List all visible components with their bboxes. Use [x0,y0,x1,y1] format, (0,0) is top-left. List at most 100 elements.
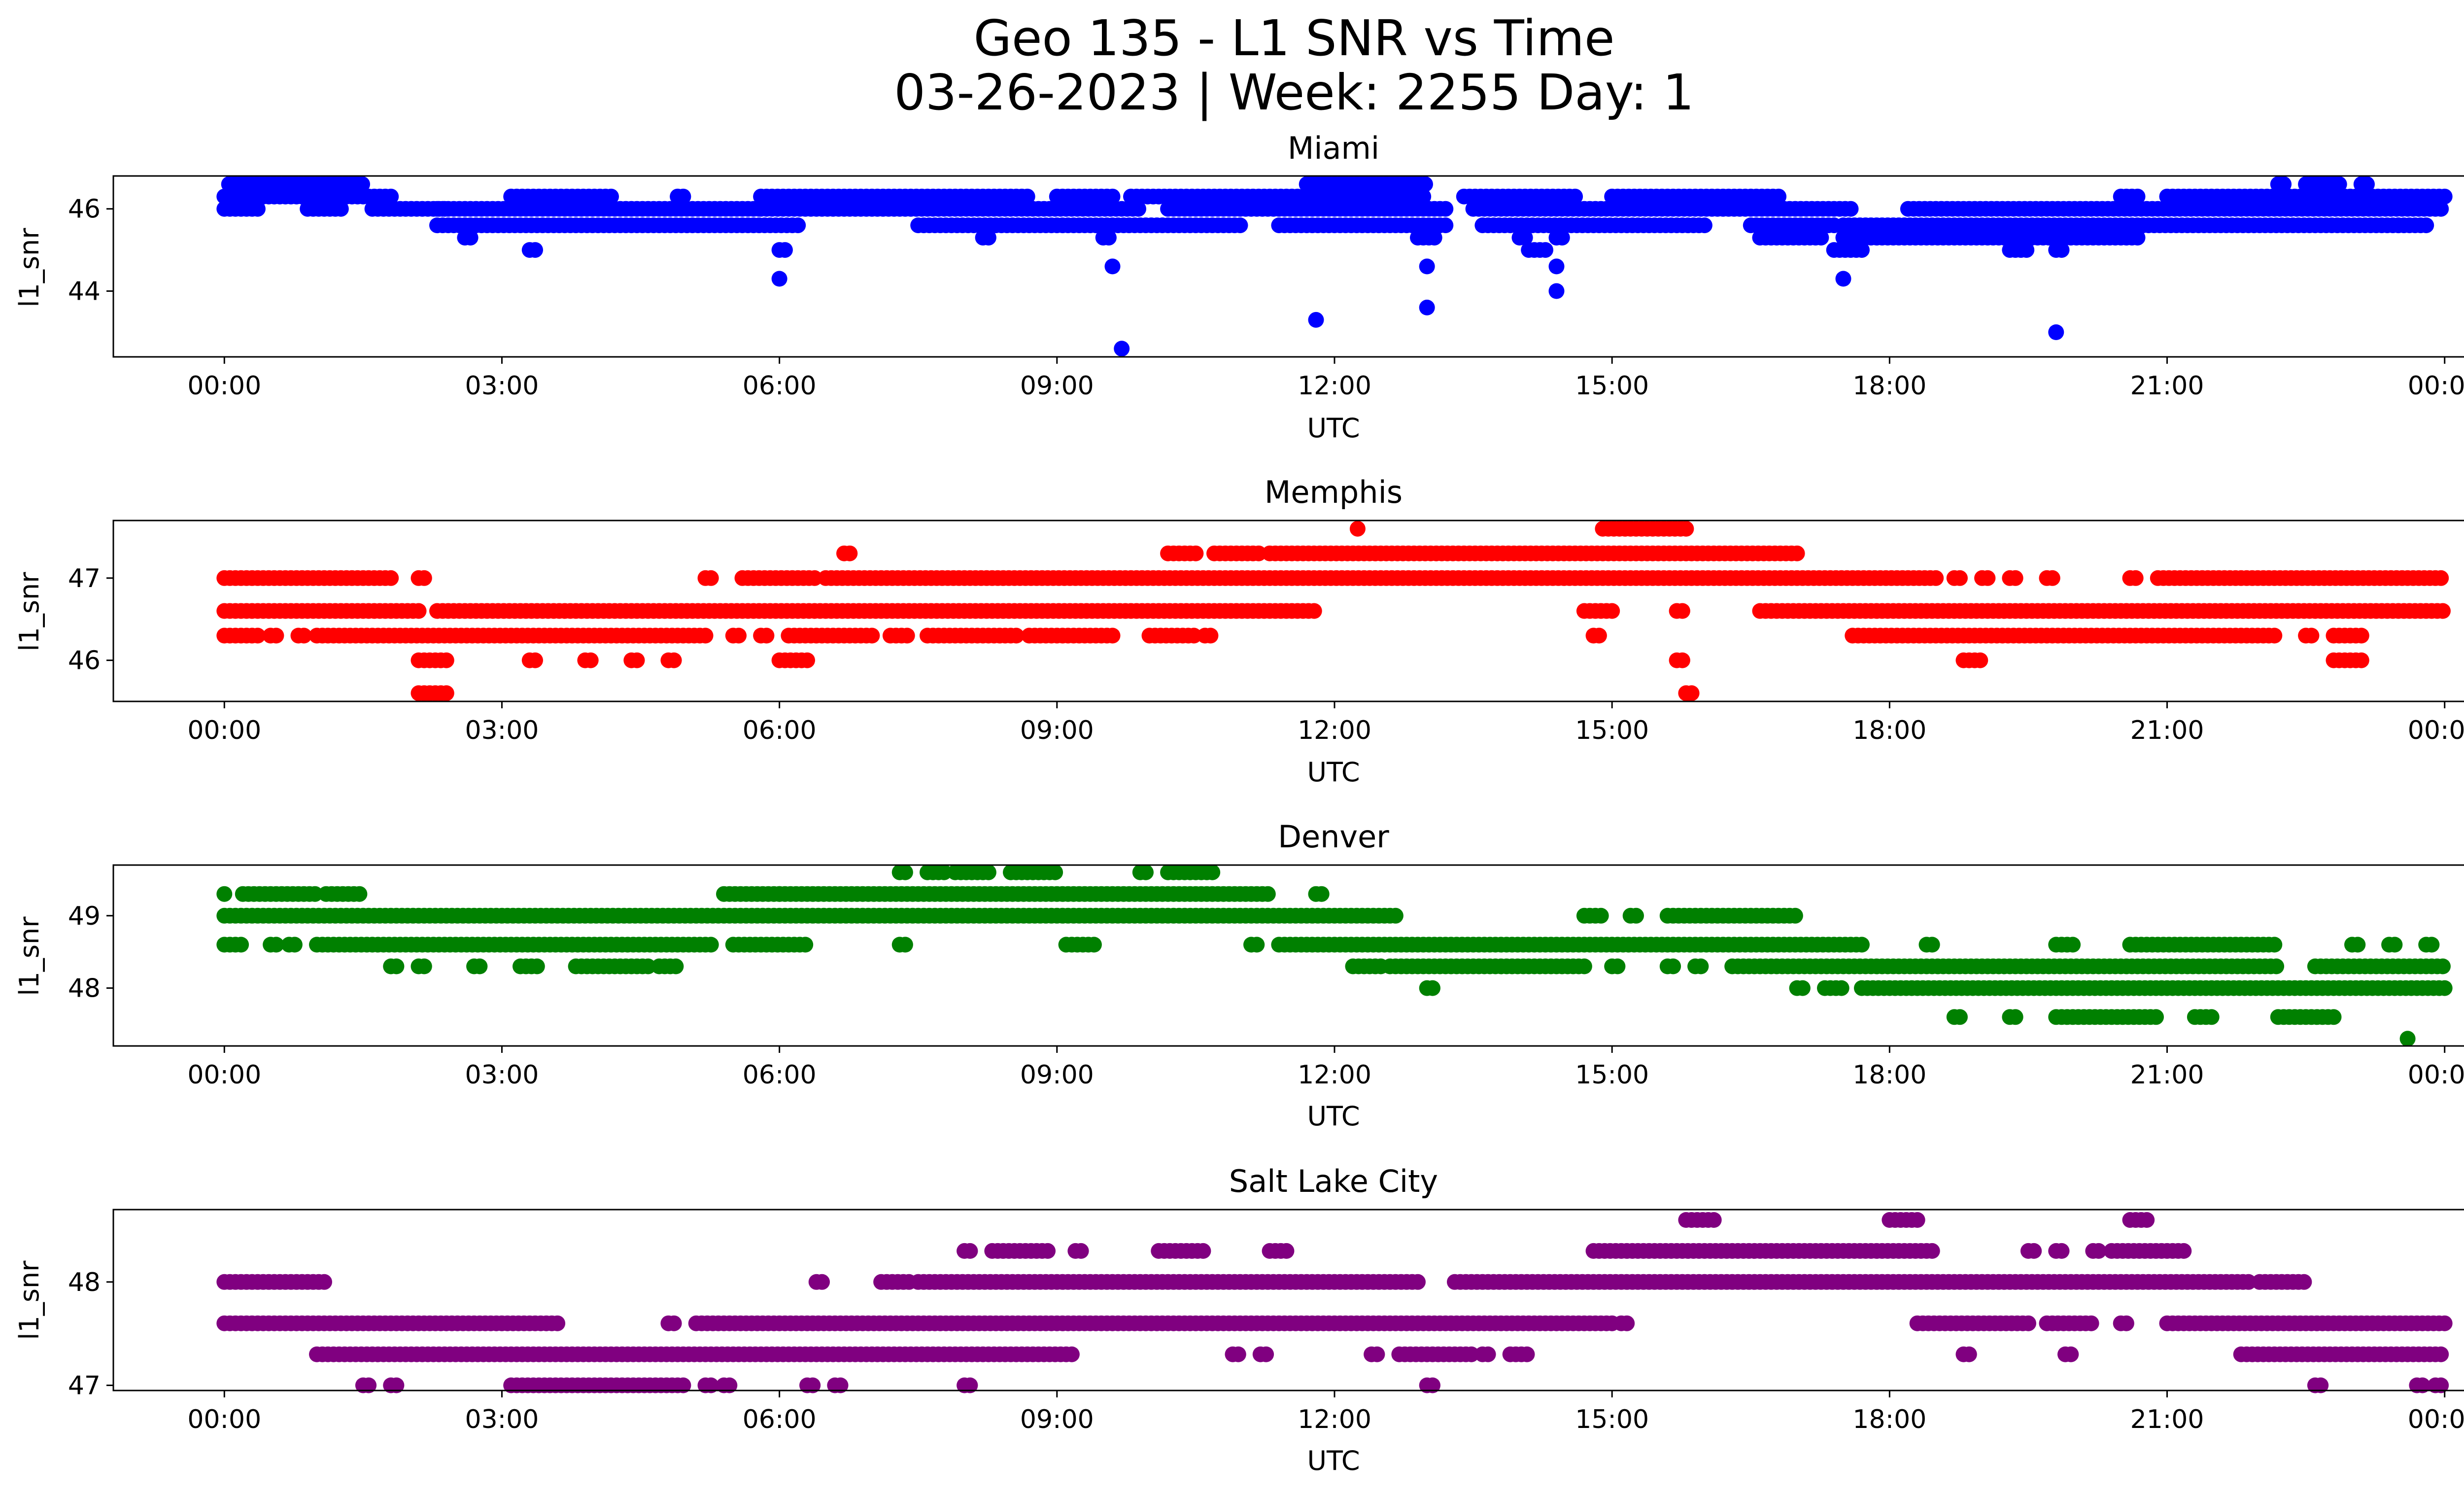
data-point [2387,937,2403,953]
data-point [2276,176,2292,192]
y-tick-label: 47 [68,1371,101,1401]
data-point [268,937,284,953]
data-point [640,958,656,974]
data-point [1854,242,1870,258]
data-point [1683,685,1700,701]
data-point [1419,258,1435,275]
x-tick-label: 21:00 [2130,1060,2204,1090]
x-tick-label: 00:00 [187,1060,261,1090]
data-point [1188,545,1204,561]
panel-salt-lake-city: Salt Lake City UTC l1_snr 00:00 03:00 06:0… [14,1163,2464,1476]
data-point [703,1377,719,1393]
data-point [249,627,266,644]
data-point [980,864,996,880]
data-point [1696,217,1712,234]
data-point [2433,1377,2449,1393]
data-point [529,958,545,974]
data-point [2359,176,2375,192]
data-point [2176,1243,2192,1259]
data-point [2007,1009,2023,1025]
data-point [2433,570,2449,586]
data-point [1567,188,1583,205]
data-point [2313,1377,2329,1393]
data-point [777,242,793,258]
data-point [962,1243,978,1259]
data-point [1230,1346,1246,1362]
data-point [1833,980,1849,996]
data-point [582,652,599,668]
data-point [1609,958,1626,974]
x-tick-label: 09:00 [1020,1060,1094,1090]
panel-title: Salt Lake City [1229,1163,1438,1199]
panel-title: Denver [1278,819,1389,855]
data-point [1771,188,1787,205]
data-point [675,188,691,205]
data-points [216,1212,2453,1393]
data-point [864,627,880,644]
y-tick-label: 47 [68,564,101,593]
data-point [2436,980,2453,996]
data-point [897,864,913,880]
data-point [1693,958,1709,974]
data-point [2007,570,2023,586]
data-point [899,627,915,644]
data-point [1306,603,1322,619]
data-point [703,937,719,953]
data-point [1789,545,1805,561]
data-point [383,188,399,205]
data-point [216,886,233,902]
data-point [2048,324,2064,340]
data-point [2390,217,2406,234]
data-point [416,958,432,974]
data-point [2090,1243,2107,1259]
data-point [2353,652,2369,668]
x-tick-label: 12:00 [1298,1405,1371,1434]
data-point [416,570,432,586]
data-point [1047,864,1063,880]
data-point [438,685,454,701]
data-point [1086,937,1102,953]
data-point [2053,242,2070,258]
x-axis-label: UTC [1307,1101,1360,1132]
data-point [388,1377,405,1393]
y-axis-label: l1_snr [14,916,45,996]
x-tick-label: 03:00 [465,1060,539,1090]
data-point [1204,864,1221,880]
x-tick-label: 09:00 [1020,1405,1094,1434]
data-point [286,937,303,953]
x-tick-label: 09:00 [1020,716,1094,745]
data-point [1980,570,1996,586]
data-point [675,1377,691,1393]
x-tick-label: 12:00 [1298,716,1371,745]
data-point [1843,201,1859,217]
data-point [2350,937,2366,953]
x-tick-label: 18:00 [1852,1405,1926,1434]
data-point [2019,242,2035,258]
data-point [1100,230,1117,246]
data-point [1104,188,1121,205]
data-point [1425,1377,1440,1393]
data-point [1313,886,1330,902]
x-tick-label: 03:00 [465,716,539,745]
data-point [2268,958,2285,974]
x-axis-label: UTC [1307,1445,1360,1476]
data-point [2435,603,2451,619]
data-point [1019,188,1035,205]
data-point [361,1377,377,1393]
data-point [703,570,719,586]
x-tick-label: 15:00 [1575,1060,1649,1090]
figure-title-line1: Geo 135 - L1 SNR vs Time [974,9,1615,67]
data-point [2424,937,2440,953]
data-point [2129,230,2146,246]
data-point [2148,1009,2164,1025]
data-point [307,886,323,902]
data-point [296,627,312,644]
data-point [1258,1346,1274,1362]
y-tick-label: 44 [68,277,101,307]
x-tick-label: 21:00 [2130,716,2204,745]
data-point [233,937,249,953]
panel-title: Memphis [1265,474,1403,510]
data-point [2433,1346,2449,1362]
data-point [1835,271,1851,287]
data-point [1426,230,1442,246]
